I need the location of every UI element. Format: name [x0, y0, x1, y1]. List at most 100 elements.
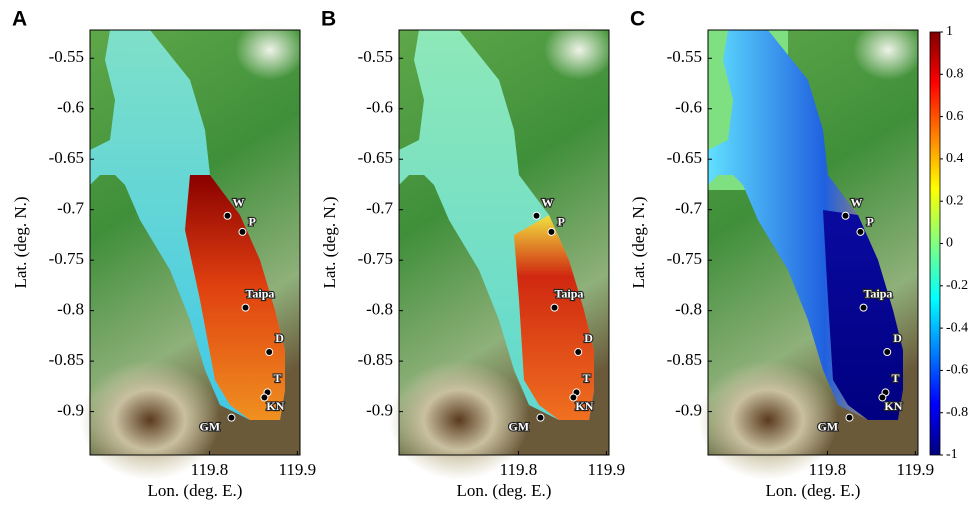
site-marker [569, 393, 578, 402]
site-marker [547, 227, 556, 236]
site-label: KN [266, 399, 284, 413]
y-tick-label: -0.55 [358, 47, 393, 66]
panel-label: C [630, 8, 645, 31]
map-panel [389, 20, 614, 480]
colorbar [929, 31, 941, 456]
peak [544, 20, 614, 80]
y-tick-label: -0.65 [667, 148, 702, 167]
site-marker [238, 227, 247, 236]
site-label: W [233, 195, 245, 209]
site-label: D [275, 331, 284, 345]
y-tick-label: -0.8 [57, 300, 84, 319]
colorbar-tick-label: 0.6 [946, 109, 964, 124]
bay-area [185, 175, 285, 420]
site-label: Taipa [246, 286, 275, 300]
site-label: Taipa [864, 286, 893, 300]
x-axis-label: Lon. (deg. E.) [148, 481, 243, 500]
plot-frame [707, 29, 919, 456]
bay-area [823, 210, 903, 420]
site-label: Taipa [555, 286, 584, 300]
site-label: KN [575, 399, 593, 413]
site-label: T [273, 371, 281, 385]
y-tick-label: -0.55 [667, 47, 702, 66]
site-marker [574, 348, 583, 357]
x-tick-label: 119.8 [809, 460, 847, 479]
colorbar-tick-label: 1 [946, 24, 953, 39]
colorbar-tick-label: 0 [946, 236, 953, 251]
x-tick-label: 119.9 [588, 460, 626, 479]
y-tick-label: -0.85 [49, 350, 84, 369]
panel-label: A [12, 8, 27, 31]
y-tick-label: -0.9 [366, 400, 393, 419]
y-tick-label: -0.85 [667, 350, 702, 369]
site-label: GM [199, 419, 220, 433]
site-marker [845, 413, 854, 422]
y-tick-label: -0.9 [57, 400, 84, 419]
map-panel [698, 20, 923, 480]
site-marker [856, 227, 865, 236]
site-marker [241, 303, 250, 312]
site-label: P [866, 215, 873, 229]
y-tick-label: -0.85 [358, 350, 393, 369]
y-tick-label: -0.8 [366, 300, 393, 319]
map-panel [80, 20, 305, 480]
x-tick-label: 119.9 [897, 460, 935, 479]
site-label: P [248, 215, 255, 229]
y-tick-label: -0.75 [358, 249, 393, 268]
mountains [80, 360, 220, 480]
y-tick-label: -0.65 [358, 148, 393, 167]
bay-area [514, 215, 594, 420]
y-tick-label: -0.75 [49, 249, 84, 268]
site-label: W [542, 195, 554, 209]
site-label: KN [884, 399, 902, 413]
x-tick-label: 119.8 [191, 460, 229, 479]
x-tick-label: 119.8 [500, 460, 538, 479]
site-label: W [851, 195, 863, 209]
site-marker [532, 211, 541, 220]
x-axis-label: Lon. (deg. E.) [457, 481, 552, 500]
colorbar-tick-label: -0.8 [946, 405, 968, 420]
site-label: P [557, 215, 564, 229]
site-label: D [893, 331, 902, 345]
site-marker [859, 303, 868, 312]
peak [853, 20, 923, 80]
colorbar-tick-label: -0.2 [946, 278, 968, 293]
site-marker [878, 393, 887, 402]
y-tick-label: -0.65 [49, 148, 84, 167]
y-tick-label: -0.6 [675, 98, 702, 117]
site-label: T [582, 371, 590, 385]
colorbar-tick-label: 0.8 [946, 67, 964, 82]
y-tick-label: -0.75 [667, 249, 702, 268]
site-label: GM [508, 419, 529, 433]
site-marker [260, 393, 269, 402]
site-marker [883, 348, 892, 357]
colorbar-tick-label: 0.2 [946, 193, 964, 208]
y-tick-label: -0.7 [366, 199, 393, 218]
site-marker [536, 413, 545, 422]
colorbar-tick-label: -1 [946, 447, 958, 462]
y-tick-label: -0.6 [57, 98, 84, 117]
site-marker [265, 348, 274, 357]
peak [235, 20, 305, 80]
site-marker [550, 303, 559, 312]
y-tick-label: -0.8 [675, 300, 702, 319]
y-tick-label: -0.9 [675, 400, 702, 419]
colorbar-tick-label: -0.4 [946, 320, 968, 335]
site-marker [223, 211, 232, 220]
plot-frame [89, 29, 301, 456]
panel-label: B [321, 8, 336, 31]
y-axis-label: Lat. (deg. N.) [629, 196, 648, 288]
y-tick-label: -0.55 [49, 47, 84, 66]
y-tick-label: -0.7 [57, 199, 84, 218]
colorbar-tick-label: -0.6 [946, 363, 968, 378]
y-axis-label: Lat. (deg. N.) [11, 196, 30, 288]
y-axis-label: Lat. (deg. N.) [320, 196, 339, 288]
site-marker [841, 211, 850, 220]
site-label: GM [817, 419, 838, 433]
colorbar-tick-label: 0.4 [946, 151, 964, 166]
x-axis-label: Lon. (deg. E.) [766, 481, 861, 500]
mountains [698, 360, 838, 480]
y-tick-label: -0.6 [366, 98, 393, 117]
site-label: D [584, 331, 593, 345]
